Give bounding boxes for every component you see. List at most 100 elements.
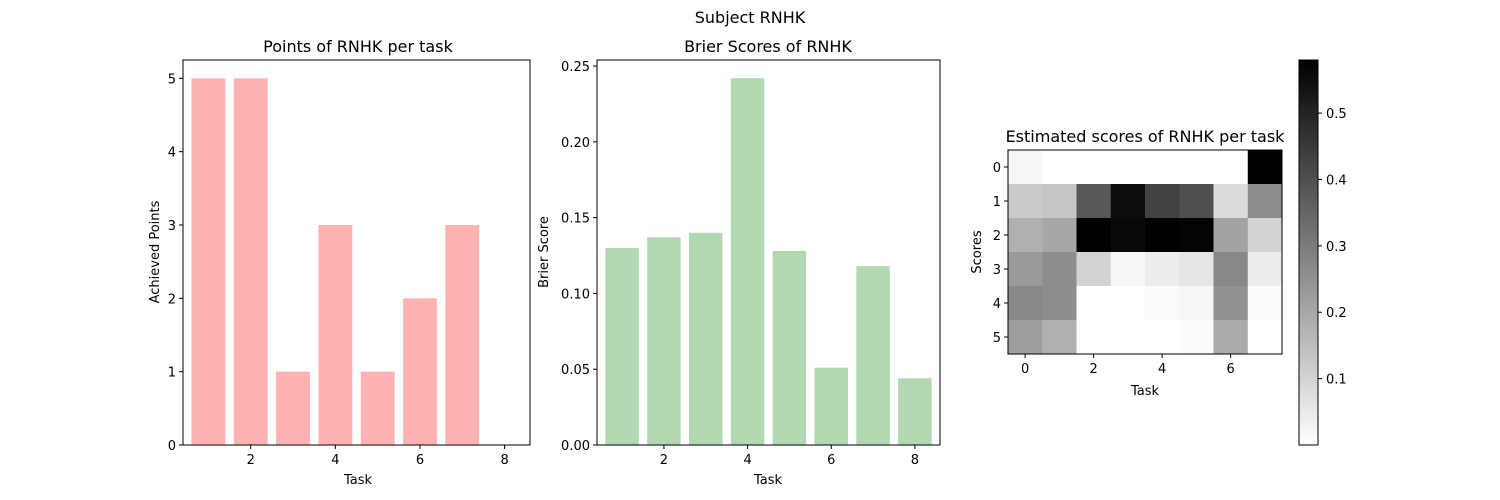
points-ytick-label: 0 — [168, 439, 176, 454]
brier-xtick-label: 2 — [660, 453, 668, 468]
brier-xtick-label: 4 — [743, 453, 751, 468]
brier-bar-task-4 — [730, 78, 765, 446]
colorbar-tick-label: 0.5 — [1326, 107, 1347, 122]
heatmap-cell-r3-c7 — [1247, 252, 1283, 287]
heatmap-cell-r3-c1 — [1042, 252, 1077, 287]
brier-bar-task-6 — [814, 367, 848, 445]
heatmap-title: Estimated scores of RNHK per task — [1006, 127, 1286, 146]
heatmap-cell-r2-c2 — [1076, 218, 1112, 253]
heatmap-ytick-label: 4 — [993, 297, 1001, 312]
heatmap-cell-r2-c0 — [1008, 218, 1043, 253]
heatmap-cell-r5-c0 — [1008, 320, 1043, 355]
brier-bar-task-5 — [772, 250, 807, 445]
heatmap-ytick-label: 5 — [993, 331, 1001, 346]
heatmap-cell-r1-c1 — [1042, 184, 1077, 219]
colorbar-gradient — [1298, 59, 1319, 446]
brier-xtick-label: 6 — [827, 453, 835, 468]
heatmap-xtick-label: 2 — [1089, 362, 1097, 377]
colorbar-tick-label: 0.3 — [1326, 240, 1347, 255]
heatmap-cell-r1-c6 — [1213, 184, 1249, 219]
heatmap-cell-r2-c3 — [1110, 218, 1146, 253]
heatmap-ytick-label: 1 — [993, 195, 1001, 210]
heatmap-cell-r1-c3 — [1110, 184, 1146, 219]
brier-ytick-label: 0.05 — [561, 363, 590, 378]
points-bar-task-4 — [318, 225, 353, 445]
brier-ylabel: Brier Score — [537, 216, 552, 288]
heatmap-cell-r0-c5 — [1179, 150, 1214, 185]
brier-ytick-label: 0.15 — [561, 212, 590, 227]
colorbar: 0.1 0.2 0.3 0.4 0.5 — [1298, 59, 1347, 446]
heatmap-cell-r4-c6 — [1213, 286, 1249, 321]
brier-bars — [605, 78, 932, 446]
heatmap-cell-r5-c4 — [1145, 320, 1180, 355]
points-ylabel: Achieved Points — [148, 200, 163, 303]
heatmap-cell-r3-c0 — [1008, 252, 1043, 287]
brier-bar-task-1 — [605, 247, 639, 445]
brier-bar-task-2 — [647, 237, 681, 445]
brier-ytick-label: 0.00 — [561, 439, 590, 454]
heatmap-cell-r1-c0 — [1008, 184, 1043, 219]
points-xlabel: Task — [343, 473, 373, 488]
heatmap-ytick-label: 3 — [993, 263, 1001, 278]
heatmap-ticks: 0 2 4 6 0 1 2 3 4 5 — [993, 161, 1235, 377]
heatmap-cell-r3-c2 — [1076, 252, 1112, 287]
heatmap-xlabel: Task — [1130, 384, 1160, 399]
points-chart-title: Points of RNHK per task — [263, 37, 453, 56]
brier-xtick-label: 8 — [911, 453, 919, 468]
heatmap-cell-r3-c3 — [1110, 252, 1146, 287]
points-ytick-label: 3 — [168, 219, 176, 234]
heatmap-cell-r4-c7 — [1247, 286, 1283, 321]
figure-suptitle: Subject RNHK — [695, 8, 806, 27]
points-xtick-label: 6 — [416, 453, 424, 468]
heatmap-cell-r2-c5 — [1179, 218, 1214, 253]
colorbar-ticks: 0.1 0.2 0.3 0.4 0.5 — [1318, 107, 1347, 388]
brier-bar-task-7 — [856, 266, 890, 445]
heatmap-cell-r1-c2 — [1076, 184, 1112, 219]
heatmap-cell-r5-c6 — [1213, 320, 1249, 355]
heatmap-cell-r0-c2 — [1076, 150, 1112, 185]
heatmap-xtick-label: 4 — [1158, 362, 1166, 377]
heatmap-cell-r5-c2 — [1076, 320, 1112, 355]
heatmap-cell-r1-c4 — [1145, 184, 1180, 219]
colorbar-tick-label: 0.1 — [1326, 373, 1347, 388]
brier-chart: Brier Scores of RNHK 2 4 6 8 0.00 0.05 0.10 0.1… — [537, 37, 941, 488]
heatmap-cell-r3-c5 — [1179, 252, 1214, 287]
points-bar-task-7 — [445, 225, 480, 445]
heatmap-cell-r1-c7 — [1247, 184, 1283, 219]
points-xtick-label: 2 — [247, 453, 255, 468]
heatmap-cell-r0-c1 — [1042, 150, 1077, 185]
brier-chart-title: Brier Scores of RNHK — [684, 37, 852, 56]
heatmap-cell-r4-c4 — [1145, 286, 1180, 321]
colorbar-tick-label: 0.4 — [1326, 173, 1347, 188]
heatmap-cell-r5-c1 — [1042, 320, 1077, 355]
colorbar-tick-label: 0.2 — [1326, 306, 1347, 321]
heatmap-cell-r0-c0 — [1008, 150, 1043, 185]
points-bars — [191, 78, 480, 445]
heatmap-cell-r2-c7 — [1247, 218, 1283, 253]
heatmap-ytick-label: 2 — [993, 229, 1001, 244]
heatmap-cell-r5-c3 — [1110, 320, 1146, 355]
heatmap-cell-r3-c4 — [1145, 252, 1180, 287]
heatmap-cell-r2-c6 — [1213, 218, 1249, 253]
heatmap-cell-r4-c2 — [1076, 286, 1112, 321]
heatmap-ytick-label: 0 — [993, 161, 1001, 176]
points-ytick-label: 4 — [168, 146, 176, 161]
points-bar-task-6 — [403, 298, 437, 445]
heatmap-frame — [1007, 149, 1283, 355]
points-ytick-label: 1 — [168, 366, 176, 381]
brier-bar-task-3 — [689, 232, 723, 445]
points-axes-frame — [182, 59, 531, 446]
brier-bar-task-8 — [898, 378, 932, 445]
points-ytick-label: 5 — [168, 72, 176, 87]
heatmap-ylabel: Scores — [970, 230, 985, 273]
brier-axes-frame — [596, 59, 941, 446]
points-xtick-label: 8 — [500, 453, 508, 468]
heatmap-cell-r4-c0 — [1008, 286, 1043, 321]
estimated-scores-heatmap: Estimated scores of RNHK per task 0 2 4 6 0 1… — [970, 127, 1285, 399]
heatmap-cell-r0-c6 — [1213, 150, 1249, 185]
heatmap-cell-r4-c1 — [1042, 286, 1077, 321]
points-bar-task-5 — [360, 371, 395, 445]
brier-xlabel: Task — [753, 473, 783, 488]
brier-ytick-label: 0.20 — [561, 136, 590, 151]
